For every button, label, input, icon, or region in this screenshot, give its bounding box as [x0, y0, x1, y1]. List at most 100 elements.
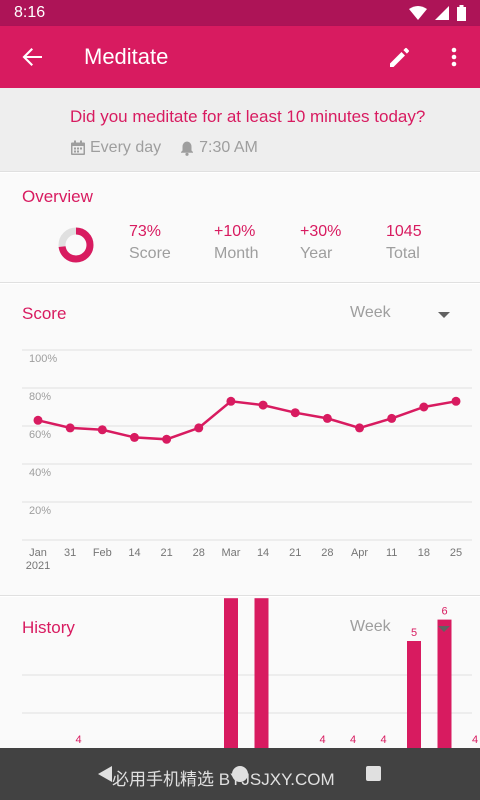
score-title: Score	[22, 304, 67, 323]
history-bar	[224, 598, 238, 748]
score-point	[290, 408, 300, 418]
score-point	[355, 423, 365, 433]
stat-score: 73% Score	[129, 223, 171, 263]
x-tick-label: 21	[289, 547, 301, 559]
x-tick-label: 25	[450, 547, 462, 559]
history-period-dropdown[interactable]: Week	[350, 618, 454, 642]
history-bar	[254, 598, 269, 748]
score-point	[258, 400, 268, 410]
stat-label: Month	[214, 245, 259, 262]
year-label: 2021	[26, 560, 50, 572]
score-point	[129, 432, 139, 442]
stat-value: 73%	[129, 223, 162, 240]
pencil-icon	[390, 47, 410, 67]
history-data-label: 5	[411, 627, 417, 639]
nav-home-icon[interactable]	[232, 766, 248, 782]
arrow-back-icon	[22, 48, 42, 66]
more-options-button[interactable]	[440, 43, 468, 71]
y-tick-label: 40%	[29, 467, 51, 479]
x-tick-label: 14	[128, 547, 140, 559]
nav-back-icon[interactable]	[98, 766, 112, 782]
history-period-value: Week	[350, 618, 391, 635]
score-point	[162, 434, 172, 444]
habit-header: Did you meditate for at least 10 minutes…	[0, 88, 480, 172]
score-point	[419, 402, 429, 412]
stat-value: +10%	[214, 223, 256, 240]
score-point	[65, 423, 75, 433]
habit-meta: Every day 7:30 AM	[70, 139, 276, 157]
x-tick-label: 11	[386, 547, 397, 559]
history-data-label: 4	[319, 734, 325, 746]
x-tick-label: Jan	[29, 547, 47, 559]
score-period-dropdown[interactable]: Week	[350, 304, 454, 328]
stat-value: +30%	[300, 223, 342, 240]
history-bar	[407, 641, 421, 748]
dropdown-arrow-icon	[438, 312, 450, 318]
score-line	[37, 399, 457, 441]
x-tick-label: Mar	[221, 547, 240, 559]
y-tick-label: 100%	[29, 353, 57, 365]
x-tick-label: Feb	[93, 547, 112, 559]
stat-label: Score	[129, 245, 171, 262]
app-bar: Meditate	[0, 26, 480, 88]
history-data-label: 4	[75, 734, 81, 746]
reminder: 7:30 AM	[179, 139, 258, 157]
bell-icon	[181, 141, 194, 156]
stat-label: Total	[386, 245, 420, 262]
status-icons	[409, 5, 466, 21]
history-title: History	[22, 618, 75, 637]
score-ring	[58, 227, 94, 263]
frequency: Every day	[70, 139, 161, 157]
more-vert-icon	[451, 47, 457, 67]
x-tick-label: 28	[321, 547, 333, 559]
reminder-time: 7:30 AM	[199, 139, 258, 156]
overview-card: Overview 73% Score +10% Month +30% Year …	[0, 173, 480, 283]
battery-icon	[457, 5, 466, 21]
nav-recents-icon[interactable]	[366, 766, 381, 781]
page-title: Meditate	[84, 44, 169, 69]
score-card: 100% 80% 60% 40% 20% Jan 31 Feb 14 21 28 Mar 14 21 28 A…	[0, 284, 480, 596]
score-point	[451, 396, 461, 406]
score-period-value: Week	[350, 304, 391, 321]
x-tick-label: 31	[64, 547, 76, 559]
x-tick-label: Apr	[351, 547, 368, 559]
dropdown-arrow-icon	[438, 626, 450, 632]
y-tick-label: 80%	[29, 391, 51, 403]
score-chart: 100% 80% 60% 40% 20% Jan 31 Feb 14 21 28 Mar 14 21 28 A…	[22, 349, 472, 572]
overview-title: Overview	[22, 187, 93, 206]
habit-question: Did you meditate for at least 10 minutes…	[70, 107, 426, 126]
score-point	[194, 423, 204, 433]
x-tick-label: 14	[257, 547, 269, 559]
x-tick-label: 21	[160, 547, 172, 559]
history-bar	[437, 619, 452, 748]
y-tick-label: 60%	[29, 429, 51, 441]
x-tick-label: 18	[418, 547, 430, 559]
history-card: 477444564 History Week	[0, 597, 480, 748]
history-data-label: 4	[380, 734, 386, 746]
edit-button[interactable]	[386, 43, 414, 71]
stat-label: Year	[300, 245, 333, 262]
status-bar: 8:16	[0, 0, 480, 26]
system-nav-bar: 必用手机精选 BYJSJXY.COM	[0, 748, 480, 800]
stat-total: 1045 Total	[386, 223, 422, 263]
back-button[interactable]	[18, 43, 46, 71]
wifi-icon	[409, 6, 427, 20]
history-data-label: 4	[472, 734, 478, 746]
score-point	[322, 413, 332, 423]
score-point	[387, 413, 397, 423]
stat-year: +30% Year	[300, 223, 341, 263]
history-chart: 477444564	[22, 598, 478, 748]
history-data-label: 4	[350, 734, 356, 746]
history-data-label: 6	[441, 606, 447, 618]
watermark: 必用手机精选 BYJSJXY.COM	[112, 770, 335, 789]
score-point	[33, 415, 43, 425]
score-ring-arc	[58, 227, 94, 263]
score-point	[226, 396, 236, 406]
status-time: 8:16	[14, 4, 46, 21]
frequency-label: Every day	[90, 139, 162, 156]
stat-month: +10% Month	[214, 223, 258, 263]
score-point	[97, 425, 107, 435]
signal-icon	[435, 6, 449, 20]
calendar-icon	[71, 140, 85, 155]
stat-value: 1045	[386, 223, 422, 240]
